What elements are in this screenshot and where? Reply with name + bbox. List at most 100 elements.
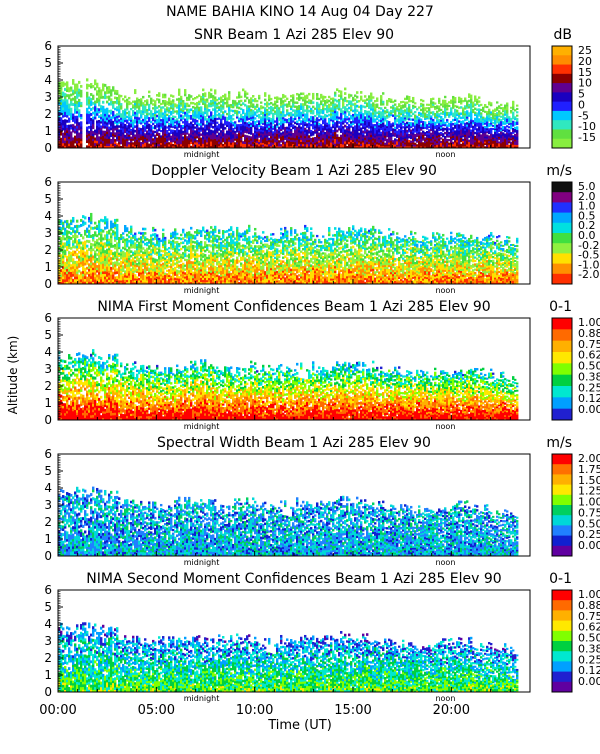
heatmap-cell — [108, 86, 110, 89]
heatmap-cell — [110, 98, 112, 101]
heatmap-cell — [292, 94, 294, 97]
heatmap-cell — [190, 95, 192, 98]
colorbar-swatch — [552, 65, 572, 75]
heatmap-cell — [120, 103, 122, 105]
heatmap-cell — [316, 93, 318, 96]
colorbar-tick-label: -15 — [578, 131, 596, 144]
heatmap-cell — [512, 101, 514, 103]
heatmap-cell — [334, 92, 336, 95]
heatmap-cell — [490, 102, 492, 104]
colorbar-swatch — [552, 74, 572, 84]
heatmap-cell — [508, 130, 510, 132]
heatmap-cell — [94, 116, 96, 119]
heatmap-cell — [390, 99, 392, 101]
heatmap-cell — [308, 106, 310, 109]
heatmap-cell — [112, 111, 114, 114]
heatmap-cell — [380, 107, 382, 109]
heatmap-cell — [80, 90, 82, 93]
heatmap-cell — [228, 91, 230, 94]
heatmap-cell — [254, 98, 256, 100]
heatmap-cell — [116, 90, 118, 93]
heatmap-cell — [98, 101, 100, 104]
heatmap-cell — [360, 109, 362, 112]
heatmap-cell — [62, 224, 64, 227]
heatmap-cell — [240, 114, 242, 116]
heatmap-cell — [76, 227, 78, 230]
y-axis-label: Altitude (km) — [6, 336, 20, 415]
heatmap-cell — [506, 103, 508, 105]
heatmap-cell — [80, 133, 82, 136]
heatmap-cell — [72, 220, 74, 223]
heatmap-cell — [382, 92, 384, 95]
heatmap-cell — [350, 94, 352, 96]
midnight-label: midnight — [184, 150, 220, 159]
heatmap-cell — [364, 95, 366, 98]
heatmap-cell — [312, 110, 314, 113]
heatmap-cell — [302, 93, 304, 96]
heatmap-cell — [440, 109, 442, 111]
heatmap-cell — [76, 235, 78, 238]
heatmap-cell — [344, 92, 346, 95]
heatmap-cell — [264, 92, 266, 95]
heatmap-cell — [338, 103, 340, 106]
heatmap-cell — [264, 99, 266, 102]
heatmap-cell — [76, 220, 78, 223]
heatmap-cell — [252, 95, 254, 98]
heatmap-cell — [286, 98, 288, 100]
heatmap-cell — [66, 84, 68, 87]
heatmap-cell — [202, 89, 204, 92]
heatmap-cell — [464, 97, 466, 99]
heatmap-cell — [516, 115, 518, 117]
heatmap-cell — [410, 109, 412, 111]
y-tick-label: 2 — [44, 107, 52, 121]
heatmap-cell — [256, 104, 258, 106]
heatmap-cell — [158, 133, 160, 136]
y-tick-label: 1 — [44, 124, 52, 138]
heatmap-cell — [70, 86, 72, 89]
heatmap-cell — [76, 86, 78, 89]
heatmap-cell — [446, 119, 448, 121]
heatmap-cell — [232, 118, 234, 120]
x-axis-label: Time (UT) — [267, 718, 332, 733]
heatmap-cell — [140, 98, 142, 100]
heatmap-cell — [224, 127, 226, 129]
heatmap-cell — [296, 101, 298, 104]
heatmap-cell — [206, 98, 208, 100]
heatmap-cell — [438, 98, 440, 100]
heatmap-cell — [64, 252, 66, 255]
heatmap-cell — [214, 89, 216, 92]
heatmap-cell — [408, 104, 410, 106]
heatmap-cell — [382, 101, 384, 104]
heatmap-cell — [268, 95, 270, 97]
heatmap-cell — [344, 113, 346, 116]
heatmap-cell — [488, 109, 490, 111]
colorbar-swatch — [552, 55, 572, 65]
heatmap-cell — [72, 79, 74, 82]
heatmap-cell — [92, 95, 94, 98]
panel-title: SNR Beam 1 Azi 285 Elev 90 — [194, 27, 394, 43]
heatmap-cell — [254, 117, 256, 119]
heatmap-cell — [394, 100, 396, 102]
y-tick-label: 5 — [44, 56, 52, 70]
heatmap-cell — [420, 119, 422, 121]
heatmap-cell — [196, 120, 198, 122]
heatmap-cell — [66, 220, 68, 223]
heatmap-cell — [474, 95, 476, 97]
heatmap-cell — [434, 103, 436, 105]
heatmap-cell — [80, 129, 82, 132]
heatmap-cell — [424, 121, 426, 123]
heatmap-cell — [412, 97, 414, 99]
heatmap-cell — [498, 110, 500, 112]
colorbar-swatch — [552, 111, 572, 121]
heatmap-cell — [470, 95, 472, 97]
heatmap-cell — [258, 95, 260, 98]
heatmap-cell — [354, 103, 356, 105]
heatmap-cell — [80, 126, 82, 129]
heatmap-cell — [346, 122, 348, 124]
heatmap-cell — [128, 111, 130, 113]
heatmap-cell — [210, 89, 212, 92]
heatmap-cell — [134, 91, 136, 94]
heatmap-cell — [454, 97, 456, 99]
heatmap-cell — [96, 83, 98, 86]
heatmap-cell — [370, 93, 372, 96]
